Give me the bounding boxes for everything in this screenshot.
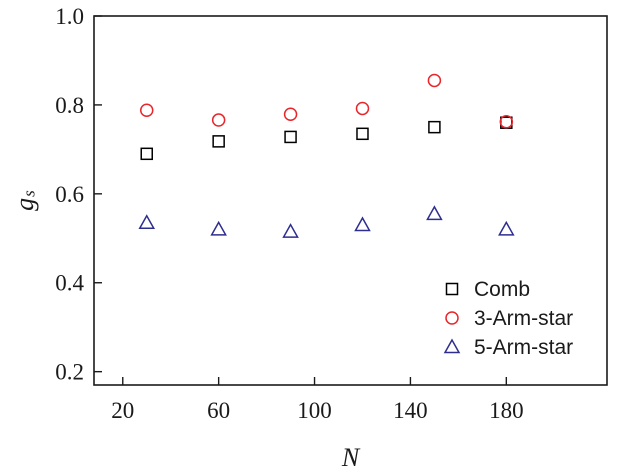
- legend-marker-circle: [445, 311, 459, 325]
- data-point-square: [140, 147, 153, 161]
- legend-label: 3-Arm-star: [474, 307, 573, 330]
- series-comb: [140, 116, 513, 161]
- y-tick-label: 0.4: [55, 271, 84, 296]
- y-axis-title-subscript: s: [20, 190, 39, 197]
- legend-label: Comb: [474, 278, 530, 301]
- data-point-square: [428, 120, 441, 134]
- data-point-square: [356, 127, 369, 141]
- axis-ticks: 20 60 100 140 180 0.2 0.4 0.6 0.8 1.0: [55, 4, 523, 423]
- data-point-triangle: [138, 214, 156, 229]
- legend-label: 5-Arm-star: [474, 336, 573, 359]
- data-point-square: [212, 135, 225, 148]
- data-point-circle: [499, 115, 514, 129]
- data-point-triangle: [210, 220, 227, 236]
- data-point-triangle: [354, 216, 371, 232]
- x-tick-label: 140: [393, 398, 428, 423]
- x-tick-label: 20: [111, 398, 134, 423]
- x-tick-label: 100: [297, 398, 332, 423]
- plot-frame: [93, 15, 608, 386]
- series-3-arm-star: [139, 73, 514, 129]
- y-axis-title-main: g: [10, 198, 39, 211]
- data-point-circle: [211, 113, 226, 127]
- y-axis-title: gs: [10, 190, 39, 211]
- x-axis-title: N: [341, 443, 361, 472]
- legend: Comb 3-Arm-star 5-Arm-star: [443, 278, 573, 359]
- data-point-triangle: [498, 220, 515, 236]
- data-points: [138, 73, 515, 238]
- legend-marker-square: [445, 282, 459, 296]
- x-tick-label: 60: [207, 398, 230, 423]
- axes: [93, 15, 608, 386]
- y-tick-label: 0.6: [55, 182, 84, 207]
- data-point-circle: [283, 107, 298, 122]
- data-point-triangle: [426, 205, 443, 221]
- x-tick-label: 180: [489, 398, 524, 423]
- y-tick-label: 0.2: [55, 360, 84, 385]
- y-tick-label: 0.8: [55, 93, 84, 118]
- series-5-arm-star: [138, 205, 515, 238]
- data-point-circle: [427, 73, 442, 88]
- data-point-circle: [139, 103, 154, 118]
- legend-marker-triangle: [443, 338, 461, 354]
- data-point-triangle: [282, 223, 299, 238]
- data-point-square: [284, 130, 297, 144]
- y-tick-label: 1.0: [55, 4, 84, 29]
- data-point-circle: [355, 101, 370, 116]
